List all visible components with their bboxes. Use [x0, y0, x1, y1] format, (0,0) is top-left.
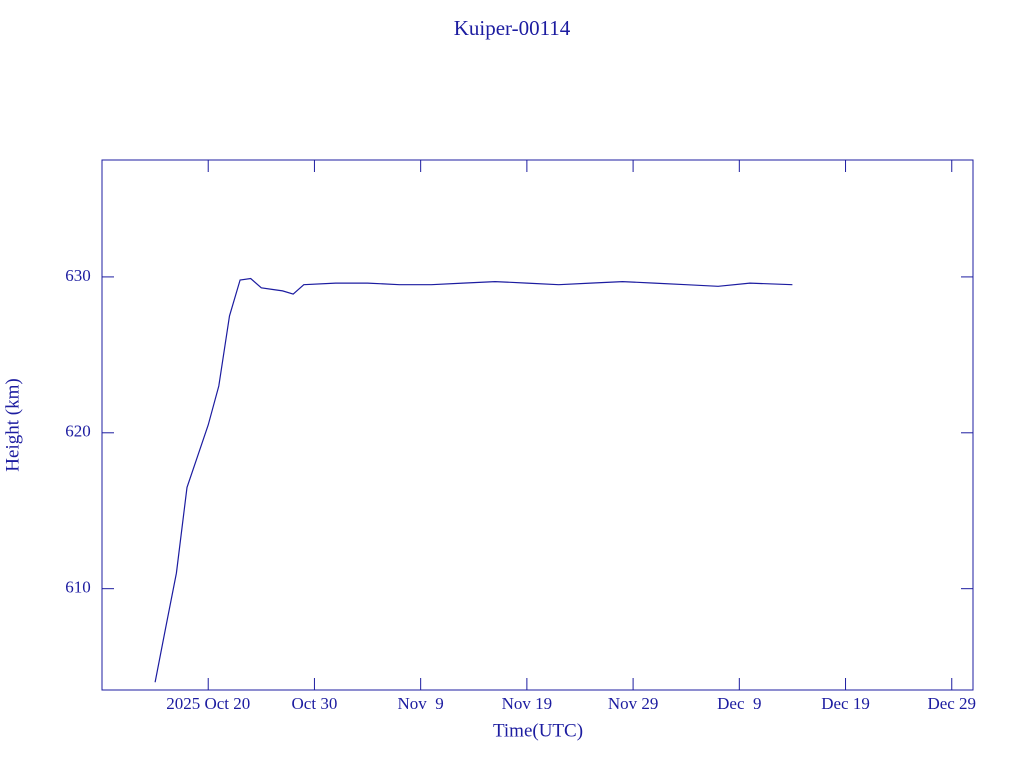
- x-tick-label: Dec 19: [821, 694, 870, 713]
- x-tick-label: Dec 9: [717, 694, 761, 713]
- x-tick-label: Nov 9: [398, 694, 444, 713]
- x-axis-label: Time(UTC): [493, 720, 583, 741]
- y-axis-label: Height (km): [2, 378, 23, 471]
- x-tick-label: Nov 19: [502, 694, 553, 713]
- x-tick-label: Dec 29: [927, 694, 976, 713]
- y-tick-label: 620: [65, 422, 91, 441]
- y-tick-label: 610: [65, 578, 91, 597]
- data-line: [154, 277, 793, 683]
- plot-frame: [101, 159, 974, 691]
- chart-title: Kuiper-00114: [454, 16, 571, 40]
- x-tick-label: 2025 Oct 20: [166, 694, 250, 713]
- y-tick-label: 630: [65, 266, 91, 285]
- x-tick-label: Nov 29: [608, 694, 659, 713]
- x-tick-label: Oct 30: [292, 694, 338, 713]
